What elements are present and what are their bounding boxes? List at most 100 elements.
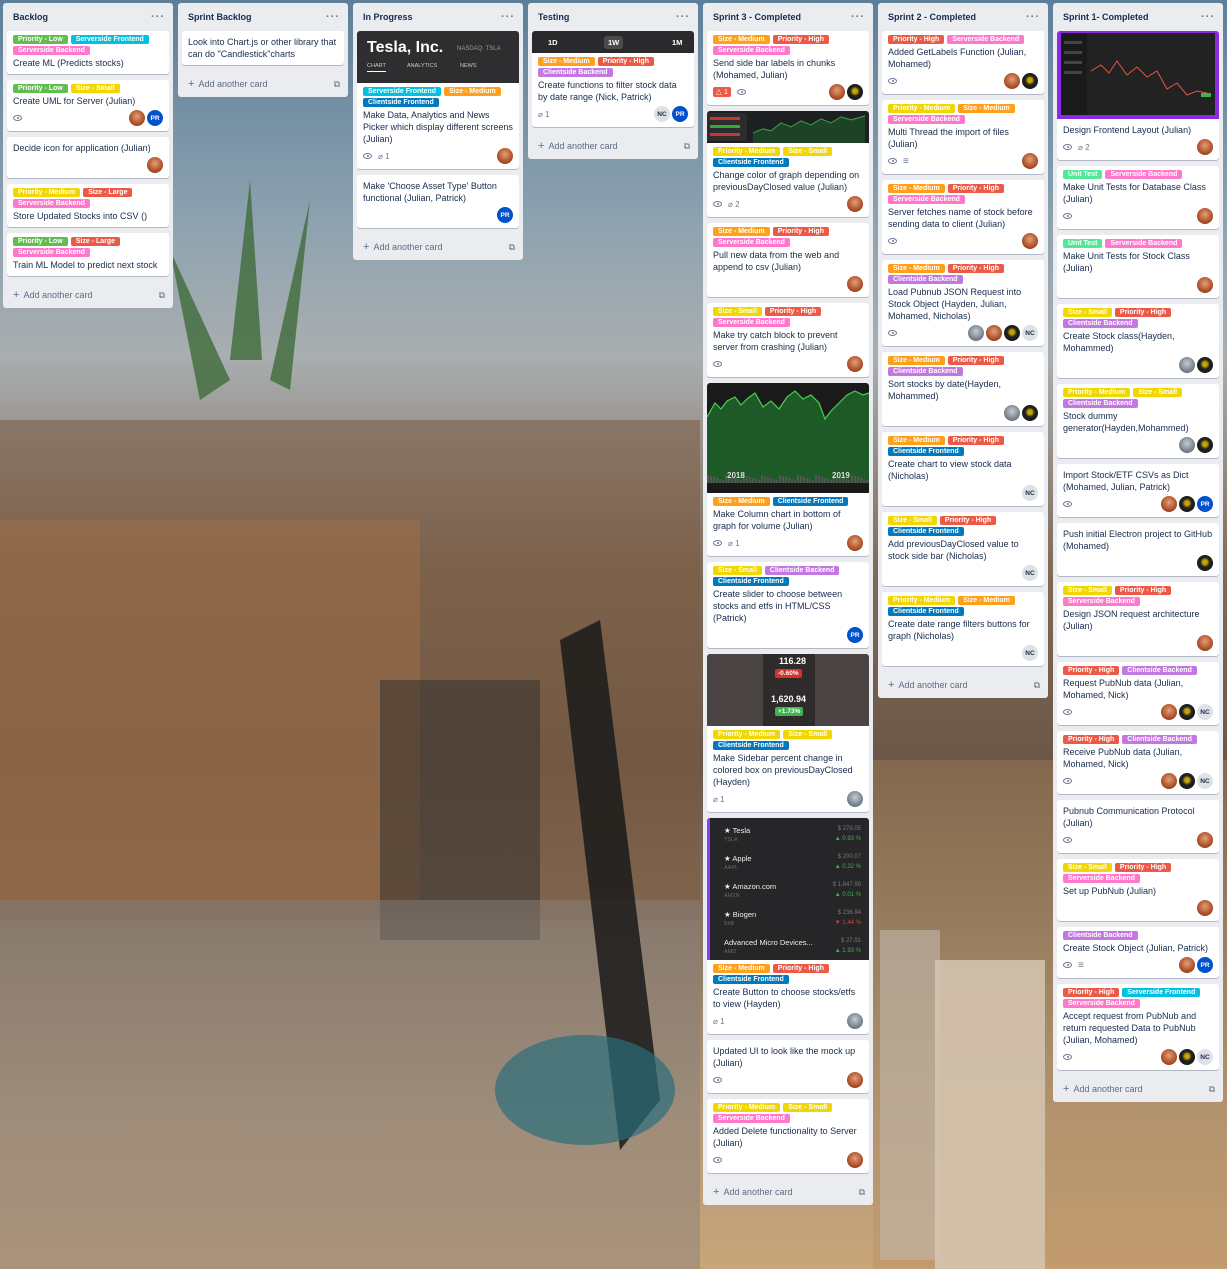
avatar-nc[interactable]: NC — [1022, 565, 1038, 581]
card-label[interactable]: Priority - High — [1114, 586, 1172, 595]
template-icon[interactable]: ⧉ — [1208, 1083, 1215, 1094]
avatar-julian[interactable] — [1161, 496, 1177, 512]
avatar-julian[interactable] — [147, 157, 163, 173]
avatar-mohamed[interactable] — [1022, 73, 1038, 89]
card-label[interactable]: Clientside Frontend — [772, 497, 849, 506]
add-card-button[interactable]: + Add another card ⧉ — [1053, 1076, 1223, 1102]
card-label[interactable]: Clientside Frontend — [713, 158, 789, 167]
avatar-julian[interactable] — [1197, 900, 1213, 916]
avatar-pr[interactable]: PR — [847, 627, 863, 643]
list-menu-icon[interactable]: ··· — [851, 11, 865, 23]
card-label[interactable]: Priority - Low — [13, 237, 68, 246]
avatar-mohamed[interactable] — [1179, 704, 1195, 720]
card-label[interactable]: Serverside Frontend — [363, 87, 442, 96]
list-title[interactable]: Sprint 1- Completed — [1063, 12, 1149, 22]
template-icon[interactable]: ⧉ — [333, 78, 340, 89]
card[interactable]: Priority - Medium Size - Medium Serverside… — [882, 100, 1044, 174]
avatar-julian[interactable] — [1022, 153, 1038, 169]
add-card-button[interactable]: + Add another card ⧉ — [878, 672, 1048, 698]
template-icon[interactable]: ⧉ — [858, 1186, 865, 1197]
card[interactable]: 2018 2019 Size - Medium Clientside Frontend… — [707, 383, 869, 556]
card-label[interactable]: Size - Medium — [888, 264, 945, 273]
card[interactable]: Updated UI to look like the mock up (Jul… — [707, 1040, 869, 1093]
avatar-pr[interactable]: PR — [1197, 496, 1213, 512]
add-card-button[interactable]: + Add another card ⧉ — [528, 133, 698, 159]
template-icon[interactable]: ⧉ — [683, 140, 690, 151]
avatar-nc[interactable]: NC — [1197, 773, 1213, 789]
add-card-button[interactable]: + Add another card ⧉ — [353, 234, 523, 260]
card-label[interactable]: Clientside Frontend — [888, 607, 964, 616]
list-title[interactable]: Testing — [538, 12, 570, 22]
avatar-julian[interactable] — [497, 148, 513, 164]
add-card-button[interactable]: + Add another card ⧉ — [3, 282, 173, 308]
card-label[interactable]: Size - Medium — [713, 497, 770, 506]
avatar-mohamed[interactable] — [1004, 325, 1020, 341]
card-label[interactable]: Priority - Low — [13, 84, 68, 93]
card[interactable]: Size - Medium Priority - High Serverside B… — [882, 180, 1044, 254]
card-label[interactable]: Priority - High — [888, 35, 945, 44]
card-label[interactable]: Clientside Backend — [1063, 319, 1138, 328]
card-label[interactable]: Unit Test — [1063, 170, 1103, 179]
card[interactable]: ★ Tesla TSLA $ 276.05 ▲ 0.93 % ★ Apple AAPL $ … — [707, 818, 869, 1034]
avatar-julian[interactable] — [847, 276, 863, 292]
card-label[interactable]: Serverside Backend — [888, 115, 965, 124]
card-label[interactable]: Serverside Backend — [13, 46, 90, 55]
card-label[interactable]: Serverside Backend — [713, 238, 790, 247]
card-label[interactable]: Clientside Frontend — [713, 975, 789, 984]
avatar-julian[interactable] — [847, 356, 863, 372]
card-label[interactable]: Serverside Backend — [1063, 999, 1140, 1008]
avatar-julian[interactable] — [1197, 277, 1213, 293]
avatar-pr[interactable]: PR — [672, 106, 688, 122]
card[interactable]: Unit Test Serverside Backend Make Unit Tes… — [1057, 235, 1219, 298]
card[interactable]: Priority - Medium Size - Large Serverside … — [7, 184, 169, 227]
card-label[interactable]: Serverside Backend — [713, 46, 790, 55]
avatar-pr[interactable]: PR — [1197, 957, 1213, 973]
avatar-mohamed[interactable] — [1022, 405, 1038, 421]
card-label[interactable]: Clientside Backend — [888, 275, 963, 284]
card[interactable]: Size - Medium Priority - High Clientside B… — [882, 352, 1044, 426]
avatar-julian[interactable] — [847, 196, 863, 212]
card[interactable]: 116.28 -0.60% 1,620.94 +1.73% Priority - Med… — [707, 654, 869, 812]
card-label[interactable]: Priority - High — [1063, 666, 1120, 675]
card-label[interactable]: Size - Medium — [713, 35, 770, 44]
card-label[interactable]: Priority - High — [772, 227, 829, 236]
card-label[interactable]: Size - Small — [783, 1103, 833, 1112]
avatar-pr[interactable]: PR — [147, 110, 163, 126]
card[interactable]: Priority - High Clientside Backend Request… — [1057, 662, 1219, 725]
card-label[interactable]: Serverside Backend — [947, 35, 1025, 44]
avatar-julian[interactable] — [129, 110, 145, 126]
list-title[interactable]: In Progress — [363, 12, 413, 22]
card[interactable]: Size - Medium Priority - High Serverside B… — [707, 31, 869, 105]
card-label[interactable]: Clientside Frontend — [713, 577, 789, 586]
card-label[interactable]: Priority - Medium — [13, 188, 81, 197]
list-title[interactable]: Sprint 3 - Completed — [713, 12, 802, 22]
card-label[interactable]: Priority - High — [1114, 308, 1172, 317]
card-label[interactable]: Serverside Backend — [13, 199, 90, 208]
card-label[interactable]: Serverside Backend — [713, 318, 790, 327]
avatar-hayden[interactable] — [1004, 405, 1020, 421]
add-card-button[interactable]: + Add another card ⧉ — [703, 1179, 873, 1205]
card-label[interactable]: Size - Medium — [713, 964, 770, 973]
card-label[interactable]: Serverside Backend — [1063, 597, 1140, 606]
list-menu-icon[interactable]: ··· — [1026, 11, 1040, 23]
card-label[interactable]: Priority - High — [947, 184, 1004, 193]
card[interactable]: Decide icon for application (Julian) — [7, 137, 169, 178]
card-label[interactable]: Priority - High — [939, 516, 997, 525]
avatar-nc[interactable]: NC — [1197, 704, 1213, 720]
list-menu-icon[interactable]: ··· — [326, 11, 340, 23]
card-label[interactable]: Priority - High — [1063, 988, 1120, 997]
card-label[interactable]: Priority - High — [947, 356, 1004, 365]
card-label[interactable]: Priority - High — [1063, 735, 1120, 744]
card-label[interactable]: Priority - Medium — [888, 596, 956, 605]
card-label[interactable]: Priority - Medium — [713, 730, 781, 739]
avatar-nc[interactable]: NC — [654, 106, 670, 122]
card[interactable]: Priority - Medium Size - Small Clientside … — [1057, 384, 1219, 458]
avatar-mohamed[interactable] — [1179, 1049, 1195, 1065]
avatar-nc[interactable]: NC — [1197, 1049, 1213, 1065]
avatar-mohamed[interactable] — [1197, 357, 1213, 373]
template-icon[interactable]: ⧉ — [508, 241, 515, 252]
avatar-julian[interactable] — [847, 535, 863, 551]
avatar-hayden[interactable] — [847, 791, 863, 807]
card-label[interactable]: Size - Medium — [888, 356, 945, 365]
card-label[interactable]: Clientside Backend — [1063, 931, 1138, 940]
